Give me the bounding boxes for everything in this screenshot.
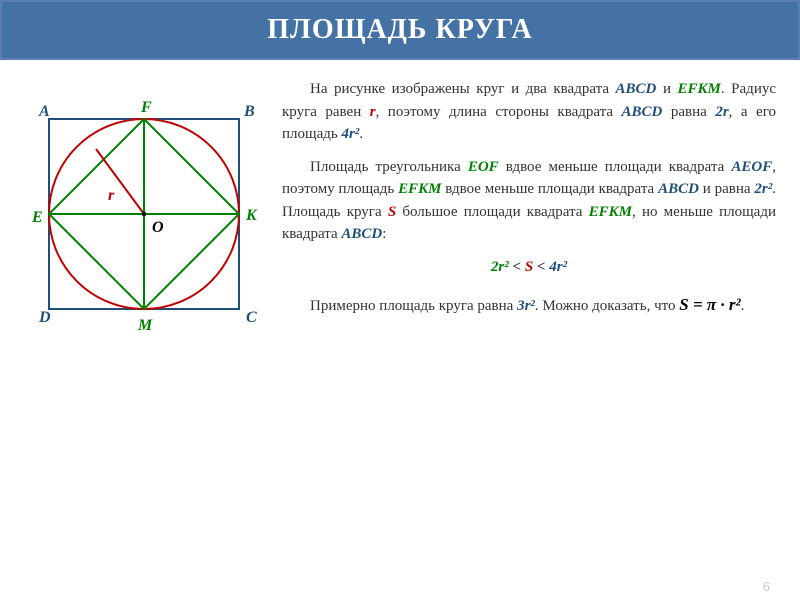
slide-title: ПЛОЩАДЬ КРУГА — [0, 0, 800, 60]
label-A: A — [38, 103, 50, 120]
center-point — [142, 212, 147, 217]
label-r: r — [108, 187, 115, 204]
paragraph-1: На рисунке изображены круг и два квадрат… — [282, 78, 776, 146]
2r2-label: 2r² — [754, 181, 772, 197]
page-number: 6 — [763, 579, 770, 594]
inequality-formula: 2r² < S < 4r² — [282, 256, 776, 279]
3r2-label: 3r² — [517, 298, 535, 314]
paragraph-3: Примерно площадь круга равна 3r². Можно … — [282, 292, 776, 318]
title-text: ПЛОЩАДЬ КРУГА — [267, 14, 532, 45]
label-O: O — [152, 219, 164, 236]
4r2-label: 4r² — [341, 126, 359, 142]
label-M: M — [137, 317, 153, 334]
paragraph-2: Площадь треугольника EOF вдвое меньше пл… — [282, 156, 776, 246]
eof-label: EOF — [468, 159, 499, 175]
slide-content: ABCDEFKMOr На рисунке изображены круг и … — [0, 60, 800, 357]
label-F: F — [140, 99, 152, 116]
label-D: D — [38, 309, 51, 326]
label-B: B — [243, 103, 255, 120]
label-E: E — [31, 209, 43, 226]
efkm-label: EFKM — [678, 81, 721, 97]
2r-label: 2r — [715, 104, 728, 120]
radius-line — [96, 149, 144, 214]
label-C: C — [246, 309, 257, 326]
abcd-label: ABCD — [616, 81, 657, 97]
body-text: На рисунке изображены круг и два квадрат… — [282, 78, 776, 349]
circle-square-diagram: A B C D E F K M Or — [24, 78, 264, 349]
label-K: K — [245, 207, 258, 224]
S-label: S — [388, 204, 396, 220]
aeof-label: AEOF — [731, 159, 772, 175]
area-formula: S = π · r² — [679, 295, 740, 314]
